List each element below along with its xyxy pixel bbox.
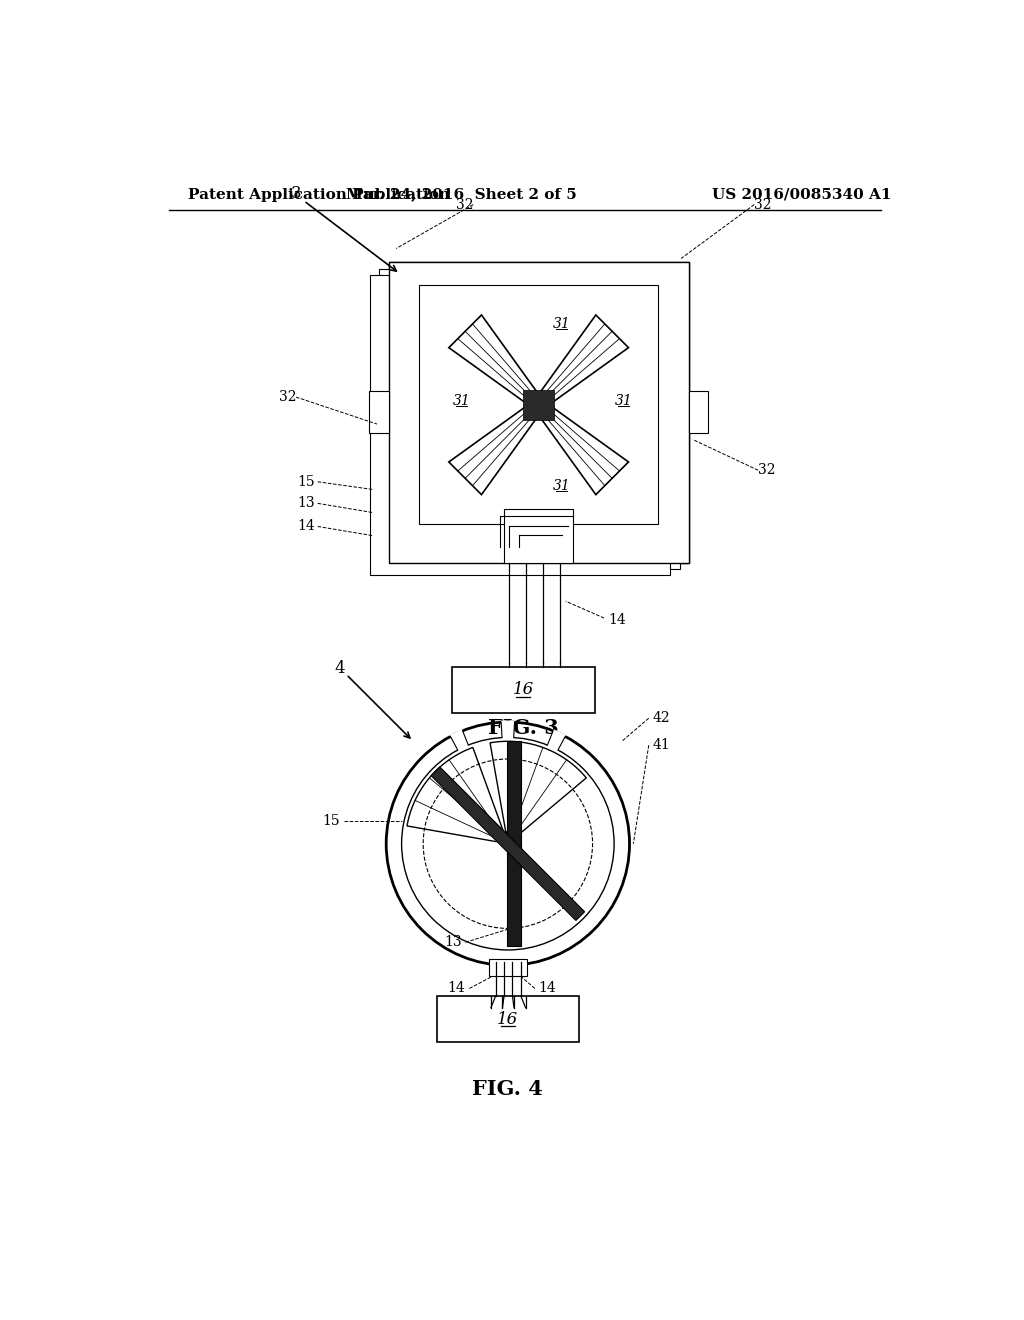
Text: 13: 13 (444, 936, 462, 949)
Text: 32: 32 (758, 463, 775, 478)
Bar (379, 268, 680, 569)
Text: US 2016/0085340 A1: US 2016/0085340 A1 (712, 187, 892, 202)
Text: 14: 14 (608, 614, 626, 627)
Polygon shape (449, 400, 543, 495)
Text: 41: 41 (652, 738, 671, 752)
Text: 14: 14 (539, 982, 556, 995)
Text: 31: 31 (453, 393, 471, 408)
Bar (388, 263, 689, 562)
Text: 32: 32 (456, 198, 473, 211)
Bar (370, 275, 671, 576)
Text: 13: 13 (298, 496, 315, 511)
Bar (504, 508, 573, 562)
Bar (419, 285, 658, 524)
Text: 31: 31 (614, 393, 632, 408)
Polygon shape (507, 742, 521, 946)
Bar (488, 960, 527, 977)
Text: 16: 16 (513, 681, 534, 698)
Text: 32: 32 (279, 391, 296, 404)
Polygon shape (501, 721, 515, 739)
Bar (453, 667, 595, 713)
Text: 15: 15 (323, 813, 340, 828)
Polygon shape (450, 730, 469, 751)
Text: 14: 14 (447, 982, 466, 995)
Text: Mar. 24, 2016  Sheet 2 of 5: Mar. 24, 2016 Sheet 2 of 5 (346, 187, 578, 202)
Polygon shape (535, 315, 629, 409)
Text: 31: 31 (553, 479, 570, 492)
Polygon shape (547, 730, 566, 751)
Polygon shape (490, 742, 587, 837)
Text: FIG. 4: FIG. 4 (472, 1078, 544, 1098)
Text: 4: 4 (335, 660, 345, 677)
Text: 31: 31 (553, 317, 570, 331)
Polygon shape (431, 767, 585, 920)
Bar (437, 997, 580, 1043)
Text: FIG. 3: FIG. 3 (487, 718, 559, 738)
Text: Patent Application Publication: Patent Application Publication (188, 187, 451, 202)
Polygon shape (449, 315, 543, 409)
Polygon shape (535, 400, 629, 495)
Bar (689, 391, 708, 433)
Circle shape (386, 722, 630, 965)
Text: 32: 32 (755, 198, 772, 211)
Text: 16: 16 (498, 1011, 518, 1028)
Text: 3: 3 (291, 185, 301, 202)
Bar (388, 263, 689, 562)
Text: 42: 42 (652, 711, 671, 725)
Text: 14: 14 (298, 520, 315, 533)
Polygon shape (407, 747, 504, 842)
Text: 15: 15 (298, 475, 315, 488)
Bar (370, 391, 388, 433)
Polygon shape (523, 389, 554, 420)
